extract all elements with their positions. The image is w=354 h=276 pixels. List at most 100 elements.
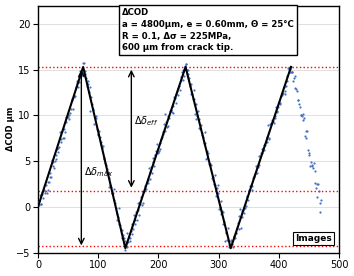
- Point: [86, 90, 92, 94]
- Point: [214, 186, 220, 190]
- Point: [262, 143, 268, 147]
- Point: [256, 163, 262, 167]
- Point: [49, 158, 55, 162]
- Point: [188, 81, 194, 86]
- Point: [40, 196, 46, 200]
- Point: [224, 238, 230, 242]
- Point: [296, 102, 302, 107]
- Point: [221, 221, 226, 226]
- Point: [282, 89, 288, 94]
- Point: [114, 218, 119, 222]
- Point: [231, 235, 236, 240]
- Point: [168, 108, 173, 112]
- Point: [202, 130, 207, 134]
- Point: [55, 150, 61, 154]
- Point: [261, 148, 267, 153]
- Point: [299, 113, 305, 118]
- Point: [94, 127, 100, 131]
- Point: [112, 201, 118, 205]
- Point: [87, 85, 92, 89]
- Point: [236, 226, 242, 231]
- Point: [143, 187, 149, 191]
- Point: [212, 173, 218, 177]
- Point: [247, 184, 253, 188]
- Point: [313, 185, 319, 190]
- Point: [120, 228, 125, 232]
- Point: [236, 214, 241, 219]
- Point: [234, 226, 240, 230]
- Point: [145, 178, 150, 182]
- Point: [316, 189, 322, 193]
- Point: [318, 210, 323, 214]
- Point: [196, 117, 201, 121]
- Point: [180, 68, 185, 72]
- Point: [239, 214, 244, 219]
- Point: [225, 226, 231, 230]
- Point: [248, 182, 254, 187]
- Point: [132, 217, 138, 222]
- Point: [53, 157, 59, 161]
- Point: [138, 199, 143, 204]
- Point: [73, 85, 79, 89]
- Point: [101, 157, 107, 161]
- Point: [242, 205, 248, 210]
- Point: [193, 102, 199, 107]
- Point: [65, 114, 71, 119]
- Point: [255, 163, 260, 168]
- Point: [118, 227, 124, 232]
- Point: [81, 61, 87, 65]
- Point: [78, 69, 83, 73]
- Point: [144, 180, 150, 185]
- Point: [136, 213, 142, 217]
- Point: [238, 226, 244, 230]
- Point: [240, 208, 246, 212]
- Point: [220, 210, 225, 214]
- Point: [317, 200, 322, 205]
- Point: [124, 231, 130, 235]
- Point: [61, 135, 67, 140]
- Point: [68, 107, 74, 111]
- Point: [51, 160, 56, 164]
- Point: [88, 95, 94, 99]
- Point: [252, 172, 258, 176]
- Point: [207, 162, 212, 166]
- Point: [54, 147, 60, 151]
- Point: [104, 166, 110, 171]
- Point: [250, 175, 256, 180]
- Point: [153, 149, 159, 153]
- Point: [85, 79, 91, 83]
- Point: [64, 115, 69, 119]
- Point: [286, 67, 292, 71]
- Point: [216, 207, 222, 211]
- Point: [170, 111, 176, 116]
- Point: [265, 123, 271, 128]
- Point: [122, 253, 128, 258]
- Point: [269, 120, 274, 124]
- Point: [47, 171, 52, 175]
- Text: $\Delta\delta_{eff}$: $\Delta\delta_{eff}$: [135, 115, 159, 128]
- Point: [173, 92, 179, 96]
- Point: [82, 71, 87, 76]
- Point: [246, 187, 251, 192]
- Point: [232, 234, 237, 239]
- Point: [291, 76, 297, 80]
- Point: [305, 147, 311, 152]
- Point: [38, 201, 44, 206]
- Y-axis label: ΔCOD μm: ΔCOD μm: [6, 107, 15, 151]
- Point: [198, 123, 204, 127]
- Point: [219, 209, 225, 213]
- Point: [67, 116, 72, 121]
- Point: [264, 140, 270, 144]
- Point: [203, 157, 209, 161]
- Point: [93, 116, 98, 120]
- Point: [141, 189, 146, 194]
- Point: [39, 190, 45, 194]
- Point: [304, 136, 309, 140]
- Point: [186, 76, 192, 81]
- Point: [178, 78, 183, 83]
- Point: [80, 61, 86, 65]
- Point: [191, 96, 196, 101]
- Point: [213, 182, 218, 187]
- Point: [269, 118, 275, 122]
- Point: [69, 98, 75, 102]
